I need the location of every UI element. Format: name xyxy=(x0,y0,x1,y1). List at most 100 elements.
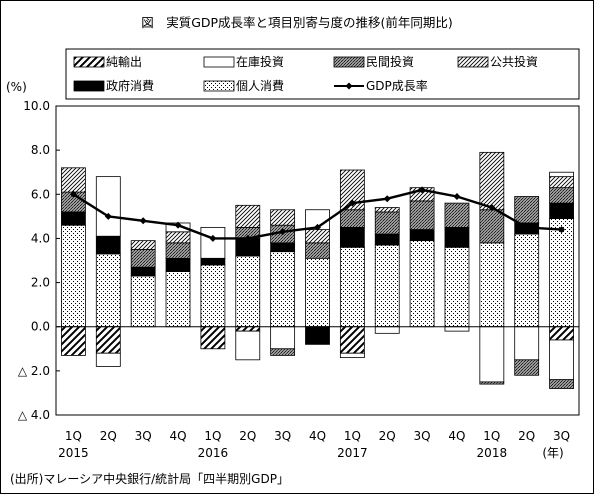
x-tick-label: 1Q xyxy=(204,429,221,443)
bar-net_exports-negative xyxy=(235,326,261,332)
y-tick-label: 0.0 xyxy=(31,320,50,334)
legend-public-investment: 公共投資 xyxy=(457,54,538,69)
legend-gdp-growth-label: GDP成長率 xyxy=(366,78,428,93)
gdp-growth-point xyxy=(104,212,112,220)
bar-private_consumption xyxy=(409,240,435,328)
bar-public_investment xyxy=(130,240,156,250)
x-year-label: 2018 xyxy=(477,446,508,460)
bar-government_consumption xyxy=(444,226,470,248)
bar-public_investment xyxy=(374,207,400,213)
legend-private-consumption-label: 個人消費 xyxy=(236,78,284,93)
bar-private_consumption xyxy=(444,246,470,328)
legend-private-consumption: 個人消費 xyxy=(203,78,284,93)
legend-private-investment-label: 民間投資 xyxy=(366,54,414,69)
bar-private_investment-negative xyxy=(270,348,296,356)
bar-inventory-negative xyxy=(444,326,470,332)
bar-inventory xyxy=(200,226,226,259)
bar-public_investment xyxy=(305,229,330,244)
bar-inventory-negative xyxy=(95,352,121,367)
bar-private_consumption xyxy=(61,224,86,328)
y-axis-label: (%) xyxy=(6,80,27,94)
bar-private_investment-negative xyxy=(479,381,505,385)
legend-government-consumption-label: 政府消費 xyxy=(106,78,154,93)
legend-private-consumption-swatch xyxy=(203,80,235,92)
x-tick-label: 4Q xyxy=(169,429,186,443)
legend-private-investment-swatch xyxy=(333,56,365,68)
bar-private_investment xyxy=(479,209,505,244)
legend-net-exports-label: 純輸出 xyxy=(106,54,142,69)
bar-inventory xyxy=(95,176,121,237)
gdp-growth-point xyxy=(279,228,287,236)
bar-inventory-negative xyxy=(514,326,540,361)
y-axis: 10.0 8.0 6.0 4.0 2.0 0.0 △ 2.0 △ 4.0 xyxy=(18,99,60,422)
bar-inventory-negative xyxy=(339,352,365,359)
bar-private_investment xyxy=(444,202,470,228)
x-year-label: 2016 xyxy=(198,446,229,460)
bar-private_consumption xyxy=(479,242,505,328)
bar-private_investment xyxy=(374,211,400,235)
bar-private_consumption xyxy=(514,233,540,328)
gdp-growth-point xyxy=(453,192,461,200)
legend-government-consumption: 政府消費 xyxy=(73,78,154,93)
bar-inventory-negative xyxy=(374,326,400,334)
y-tick-label: 10.0 xyxy=(23,99,50,113)
gdp-growth-point xyxy=(383,195,391,203)
legend-public-investment-swatch xyxy=(457,56,489,68)
bar-private_consumption xyxy=(549,218,574,328)
gdp-growth-point xyxy=(488,204,496,212)
bar-government_consumption xyxy=(409,229,435,242)
gdp-growth-point xyxy=(244,234,252,242)
legend-public-investment-label: 公共投資 xyxy=(490,54,538,69)
gdp-growth-point xyxy=(174,221,182,229)
bar-inventory-negative xyxy=(549,339,574,381)
legend-inventory-label: 在庫投資 xyxy=(236,54,284,69)
bar-private_investment xyxy=(339,209,365,228)
bar-government_consumption xyxy=(95,235,121,255)
y-tick-label: △ 4.0 xyxy=(18,408,50,422)
bar-private_investment xyxy=(165,242,191,259)
bar-private_consumption xyxy=(165,271,191,328)
y-tick-label: 2.0 xyxy=(31,276,50,290)
bar-private_investment-negative xyxy=(549,379,574,389)
bar-public_investment xyxy=(549,176,574,189)
bar-government_consumption xyxy=(374,233,400,246)
x-tick-label: 2Q xyxy=(518,429,535,443)
bar-net_exports-negative xyxy=(61,326,86,356)
x-tick-label: 3Q xyxy=(414,429,431,443)
plot-area xyxy=(55,105,580,416)
y-tick-label: △ 2.0 xyxy=(18,364,50,378)
legend-government-consumption-swatch xyxy=(73,80,105,92)
bar-private_consumption xyxy=(339,246,365,328)
x-tick-label: 4Q xyxy=(448,429,465,443)
gdp-growth-series xyxy=(69,186,566,242)
legend-box xyxy=(65,48,580,100)
bar-private_consumption xyxy=(200,264,226,328)
bar-private_consumption xyxy=(235,255,261,328)
bar-government_consumption xyxy=(270,242,296,253)
x-tick-label: 2Q xyxy=(239,429,256,443)
legend-inventory-swatch xyxy=(203,56,235,68)
bar-government_consumption xyxy=(200,257,226,266)
bar-private_investment xyxy=(305,242,330,259)
bar-private_consumption xyxy=(270,251,296,328)
legend-inventory: 在庫投資 xyxy=(203,54,284,69)
bar-private_investment-negative xyxy=(514,359,540,376)
legend-gdp-growth: GDP成長率 xyxy=(334,78,428,93)
bar-government_consumption xyxy=(339,226,365,248)
bar-inventory-negative xyxy=(479,326,505,383)
bars-layer xyxy=(61,151,574,389)
bar-inventory-negative xyxy=(270,326,296,350)
y-tick-label: 6.0 xyxy=(31,187,50,201)
bar-private_consumption xyxy=(305,257,330,328)
bar-private_consumption xyxy=(95,253,121,328)
legend-private-investment: 民間投資 xyxy=(333,54,414,69)
bar-private_investment xyxy=(514,196,540,224)
x-axis: 1Q 2Q 3Q 4Q 1Q 2Q 3Q 4Q 1Q 2Q 3Q 4Q 1Q 2Q 3Q 2015 2016 20… xyxy=(58,429,570,460)
bar-public_investment xyxy=(479,151,505,211)
bar-public_investment xyxy=(61,167,86,193)
legend-net-exports-swatch xyxy=(73,56,105,68)
x-tick-label: 2Q xyxy=(379,429,396,443)
gdp-growth-point xyxy=(558,226,566,234)
x-tick-label: 2Q xyxy=(100,429,117,443)
